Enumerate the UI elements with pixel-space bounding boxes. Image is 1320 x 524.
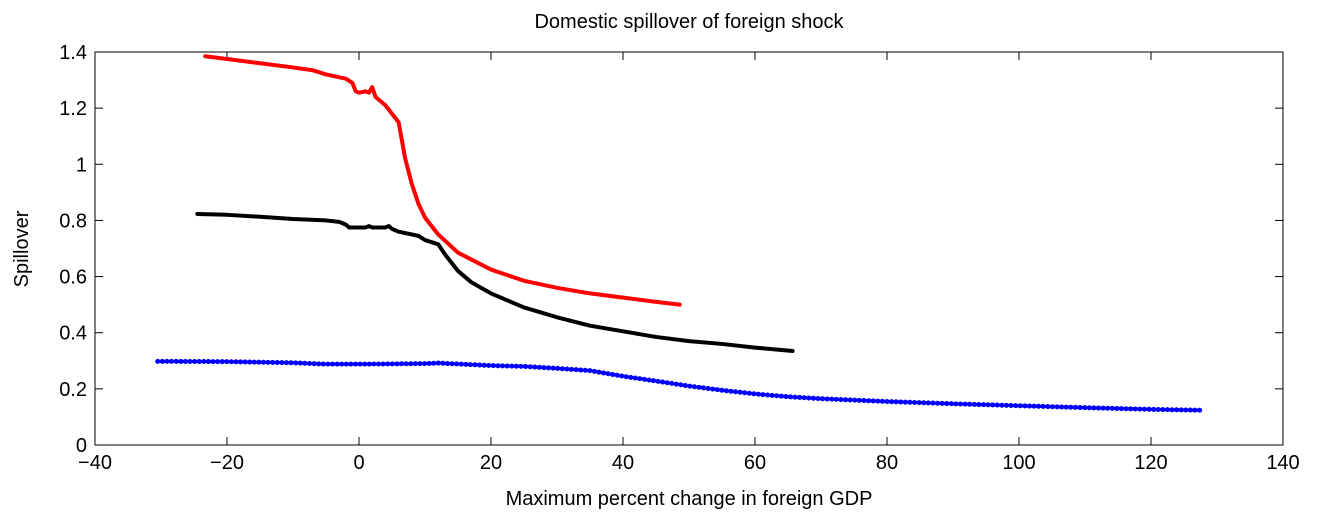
y-tick-label: 0.4 (59, 323, 87, 345)
y-tick-label: 0.2 (59, 379, 87, 401)
y-tick-label: 0.6 (59, 267, 87, 289)
x-tick-label: 120 (1134, 452, 1167, 474)
y-tick-label: 0.8 (59, 210, 87, 232)
chart-title: Domestic spillover of foreign shock (534, 11, 844, 33)
y-tick-label: 1 (76, 154, 87, 176)
x-tick-label: 0 (353, 452, 364, 474)
line-series (203, 54, 682, 307)
x-tick-label: 100 (1002, 452, 1035, 474)
plot-frame (94, 51, 1284, 446)
x-tick-label: 80 (876, 452, 898, 474)
line-series (195, 211, 795, 353)
line-series-dots (155, 358, 1203, 413)
y-axis-label: Spillover (11, 210, 33, 287)
x-tick-label: −40 (78, 452, 112, 474)
x-axis-label: Maximum percent change in foreign GDP (506, 488, 873, 510)
x-tick-label: 20 (480, 452, 502, 474)
y-tick-label: 0 (76, 435, 87, 457)
x-tick-label: −20 (210, 452, 244, 474)
x-tick-label: 60 (744, 452, 766, 474)
x-tick-label: 40 (612, 452, 634, 474)
x-tick-label: 140 (1266, 452, 1299, 474)
y-tick-label: 1.2 (59, 98, 87, 120)
y-tick-label: 1.4 (59, 42, 87, 64)
